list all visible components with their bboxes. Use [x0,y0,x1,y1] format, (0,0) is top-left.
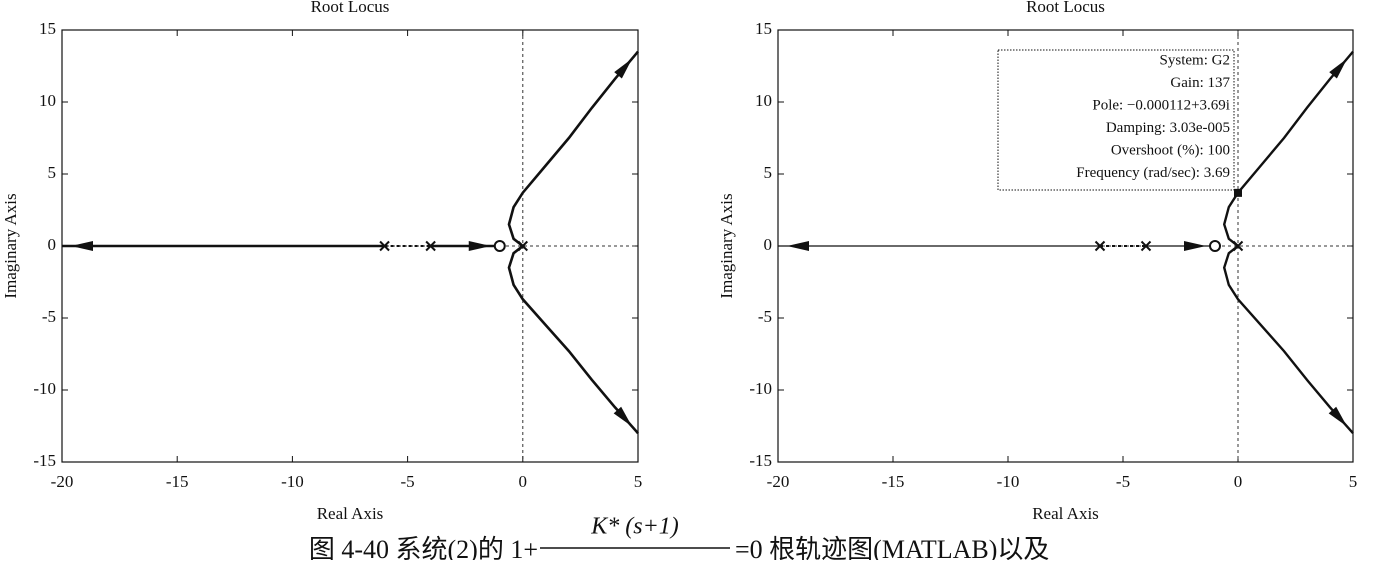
arrowhead [614,58,633,79]
arrowhead [787,241,809,251]
arrowhead [468,241,491,251]
pole-marker [1232,240,1244,252]
arrowhead [1328,406,1348,427]
arrowhead [613,406,633,427]
x-tick-label: -15 [166,472,189,491]
pole-marker [1140,240,1152,252]
y-tick-label: -10 [749,379,772,398]
datatip-line: Pole: −0.000112+3.69i [1092,97,1230,113]
x-tick-label: -10 [281,472,304,491]
pole-marker [379,240,390,252]
y-tick-label: 0 [48,235,57,254]
x-tick-label: -10 [997,472,1020,491]
y-tick-label: -5 [758,307,772,326]
arrowhead [1184,241,1206,251]
arrowhead [1329,58,1348,79]
datatip-line: Damping: 3.03e-005 [1106,120,1230,136]
y-tick-label: 5 [48,163,57,182]
caption-left: 图 4-40 系统(2)的 1+ [309,535,538,560]
y-tick-label: 15 [39,19,56,38]
y-tick-label: -10 [33,379,56,398]
y-tick-label: -15 [33,451,56,470]
pole-stroke [517,240,529,252]
pole-marker [425,240,436,252]
x-tick-label: -20 [767,472,790,491]
caption-right: =0 根轨迹图(MATLAB)以及 [735,535,1049,560]
datatip-box [997,49,1235,191]
y-axis-label: Imaginary Axis [717,193,736,298]
pole-stroke [1140,240,1152,252]
y-tick-label: 15 [755,19,772,38]
x-tick-label: -15 [882,472,905,491]
x-tick-label: 0 [519,472,528,491]
x-axis-label: Real Axis [1032,504,1099,523]
locus-branch [1222,50,1354,247]
caption-numerator: K* (s+1) [590,514,679,540]
x-tick-label: 5 [1349,472,1358,491]
pole-stroke [379,240,390,252]
x-tick-label: -5 [1116,472,1130,491]
pole-stroke [1094,240,1106,252]
locus-branch [507,50,639,248]
pole-stroke [1232,240,1244,252]
y-tick-label: 0 [764,235,773,254]
chart-title: Root Locus [311,0,390,16]
zero-marker [493,240,506,252]
x-tick-label: 0 [1234,472,1243,491]
x-tick-label: -5 [401,472,415,491]
datatip-line: Overshoot (%): 100 [1111,142,1230,158]
locus-branch [1222,245,1354,434]
y-tick-label: 5 [764,163,773,182]
x-tick-label: 5 [634,472,643,491]
zero-marker [1209,240,1221,252]
x-tick-label: -20 [51,472,74,491]
y-axis-label: Imaginary Axis [1,193,20,298]
y-tick-label: 10 [39,91,56,110]
y-tick-label: -15 [749,451,772,470]
pole-stroke [425,240,436,252]
datatip-line: Gain: 137 [1170,75,1230,91]
datatip-line: System: G2 [1160,52,1230,68]
datatip-line: Frequency (rad/sec): 3.69 [1076,165,1230,181]
chart-title: Root Locus [1026,0,1105,16]
locus-branch [507,244,639,435]
datatip-point [1233,188,1242,197]
pole-marker [1094,240,1106,252]
y-tick-label: -5 [42,307,56,326]
pole-marker [517,240,529,252]
y-tick-label: 10 [755,91,772,110]
x-axis-label: Real Axis [317,504,384,523]
arrowhead [71,241,93,251]
